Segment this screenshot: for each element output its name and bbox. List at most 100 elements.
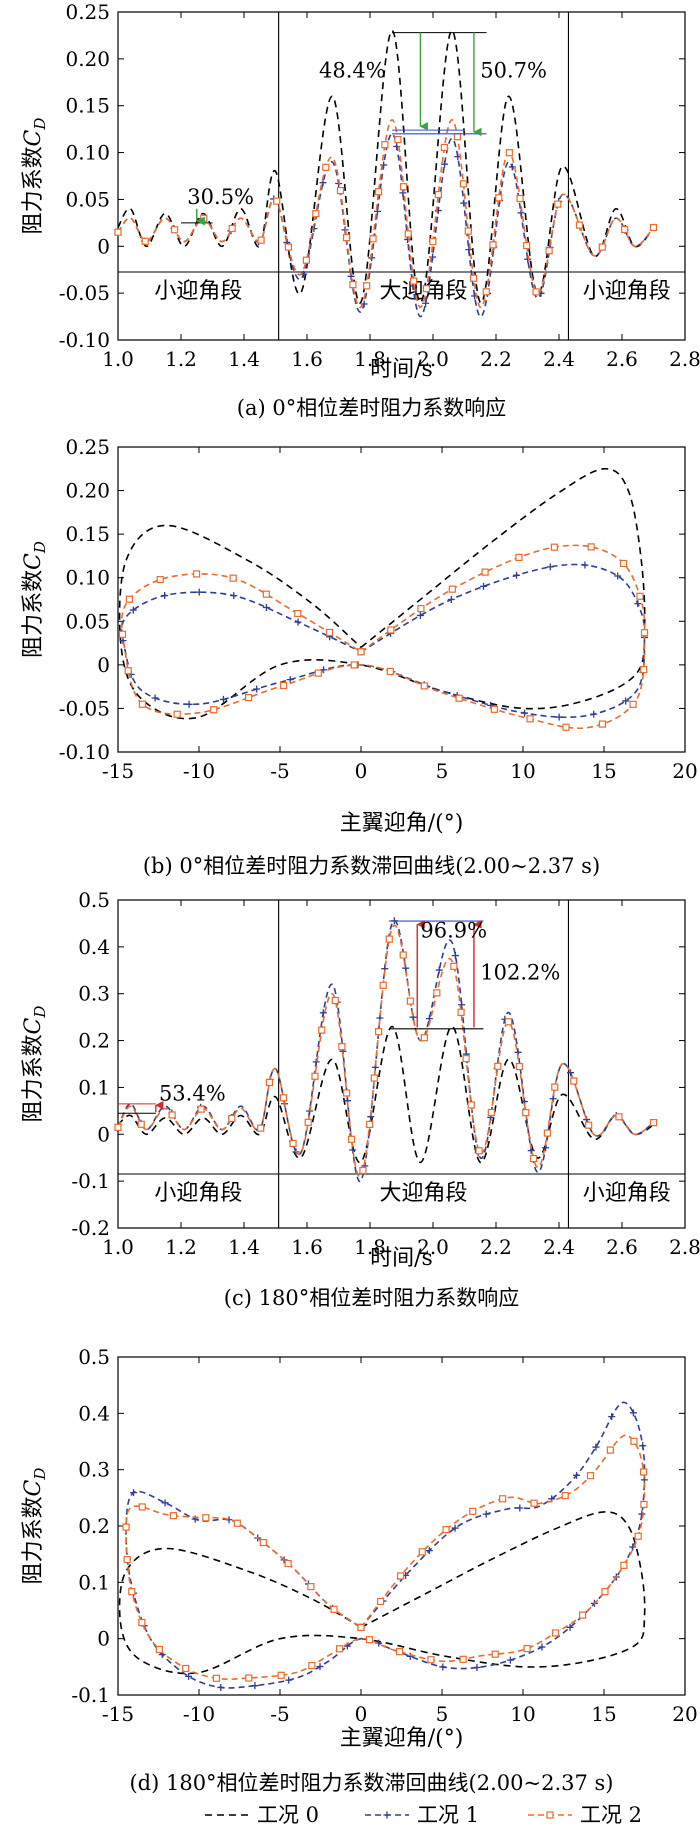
series-point-case1	[514, 1048, 522, 1056]
series-point-case2	[375, 188, 383, 196]
series-point-case2	[399, 183, 408, 191]
series-point-case2	[318, 1026, 326, 1034]
series-point-case2	[331, 996, 339, 1005]
series-point-case2	[347, 1135, 356, 1143]
series-point-case2	[649, 223, 658, 232]
series-point-case2	[491, 1650, 499, 1658]
series-point-case2	[312, 210, 320, 218]
series-point-case2	[376, 1597, 385, 1606]
x-axis-label: 主翼迎角/(°)	[340, 1726, 464, 1751]
x-axis-label: 时间/s	[370, 1246, 433, 1271]
series-point-case2	[338, 1043, 346, 1051]
legend-label: 工况 0	[257, 1803, 319, 1827]
y-tick-label: 0	[97, 1122, 110, 1146]
series-point-case2	[464, 227, 472, 235]
series-point-case2	[169, 1512, 178, 1520]
series-point-case2	[429, 238, 437, 246]
panel-caption: (b) 0°相位差时阻力系数滞回曲线(2.00~2.37 s)	[143, 854, 600, 878]
x-tick-label: 1.2	[165, 347, 197, 371]
series-point-case1	[581, 561, 589, 569]
series-point-case2	[141, 237, 149, 245]
y-tick-label: 0	[97, 653, 110, 677]
series-point-case2	[307, 1583, 315, 1591]
series-point-case2	[433, 989, 441, 997]
y-tick-label: 0	[97, 234, 110, 258]
series-point-case1	[230, 592, 238, 600]
x-tick-label: 1.6	[291, 347, 323, 371]
legend: 工况 0 工况 1 工况 2	[205, 1803, 642, 1827]
panel-caption: (a) 0°相位差时阻力系数响应	[237, 396, 506, 420]
y-tick-label: 0.05	[65, 609, 110, 633]
series-point-case2	[123, 1555, 131, 1564]
series-point-case2	[406, 997, 414, 1005]
series-point-case2	[562, 723, 570, 731]
y-tick-label: 0.2	[78, 1029, 110, 1053]
series-point-case2	[124, 667, 132, 675]
series-line-case0	[118, 467, 646, 720]
series-point-case2	[640, 1500, 648, 1508]
series-point-case2	[640, 1468, 648, 1476]
series-point-case1	[185, 1672, 193, 1680]
series-point-case1	[639, 1442, 647, 1450]
series-point-case1	[592, 1443, 600, 1451]
segment-label: 大迎角段	[380, 1181, 468, 1206]
y-tick-label: 0.25	[65, 0, 110, 24]
series-point-case1	[480, 582, 488, 590]
series-point-case1	[312, 1058, 320, 1066]
series-point-case2	[575, 221, 584, 229]
series-point-case1	[638, 1510, 646, 1518]
series-point-case2	[467, 1101, 475, 1109]
series-point-case2	[366, 1120, 374, 1128]
x-tick-label: 2.8	[669, 1235, 700, 1259]
y-tick-label: -0.1	[71, 1169, 110, 1193]
series-point-case2	[427, 1656, 435, 1664]
series-point-case1	[458, 1001, 466, 1009]
series-point-case2	[619, 559, 628, 568]
series-point-case1	[219, 695, 227, 703]
legend-marker	[383, 1811, 391, 1819]
series-point-case2	[279, 681, 288, 690]
series-point-case2	[128, 1588, 136, 1596]
series-point-case1	[538, 1643, 546, 1651]
series-point-case1	[316, 1663, 324, 1671]
series-point-case1	[416, 611, 424, 619]
series-point-case2	[245, 1674, 253, 1682]
panel-2: 1.0 1.2 1.4 1.6 1.8 2.0 2.2 2.4 2.6 2.8 0.5 0.4 0.3 0…	[21, 888, 700, 1310]
plot-frame	[117, 1356, 686, 1696]
series-point-case2	[375, 1028, 383, 1036]
panel-1: -15 -10 -5 0 5 10 15 20 0.25 0.20 0.15 0.10 0.05 0 -0.…	[21, 435, 698, 878]
y-tick-label: 0.05	[65, 187, 110, 211]
y-tick-label: 0.10	[65, 566, 110, 590]
series-point-case1	[508, 163, 516, 171]
series-point-case1	[441, 160, 449, 168]
series-point-case2	[168, 1111, 176, 1119]
series-point-case1	[251, 1682, 259, 1690]
series-point-case2	[543, 1129, 551, 1137]
y-tick-label: 0.3	[78, 1458, 110, 1482]
series-point-case2	[409, 277, 418, 285]
segment-label: 小迎角段	[583, 1181, 671, 1206]
series-point-case2	[504, 1018, 513, 1026]
series-point-case2	[357, 648, 365, 656]
series-point-case1	[217, 1683, 225, 1691]
series-point-case2	[138, 1503, 146, 1511]
series-point-case2	[404, 230, 412, 238]
series-point-case2	[125, 595, 134, 603]
series-point-case1	[253, 685, 261, 693]
annotation-label: 30.5%	[187, 185, 254, 209]
series-point-case2	[523, 1644, 531, 1653]
series-point-case1	[319, 1009, 327, 1017]
series-point-case2	[257, 236, 265, 244]
series-point-case2	[314, 669, 322, 677]
series-point-case2	[284, 243, 292, 251]
series-point-case2	[365, 1636, 374, 1644]
series-point-case2	[277, 1671, 285, 1679]
series-point-case1	[614, 572, 622, 580]
series-point-case1	[286, 676, 294, 684]
series-point-case1	[451, 1524, 459, 1532]
series-point-case2	[630, 1437, 638, 1445]
series-point-case2	[257, 1124, 265, 1132]
series-point-case1	[555, 713, 563, 721]
series-point-case2	[469, 1507, 477, 1515]
series-point-case2	[494, 1062, 502, 1070]
